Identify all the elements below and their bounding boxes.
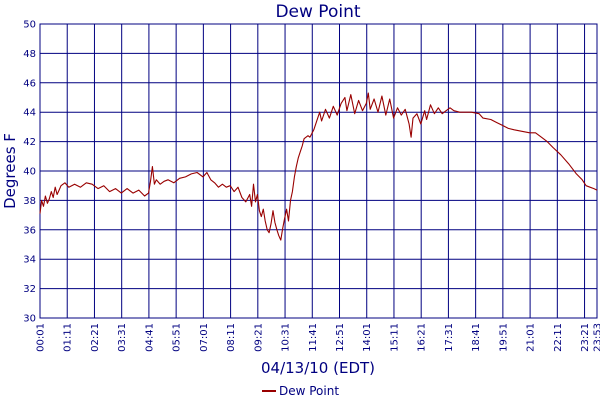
y-tick-label: 40 — [23, 167, 36, 178]
x-tick-label: 19:51 — [498, 323, 509, 352]
x-tick-label: 09:21 — [253, 323, 264, 352]
y-tick-label: 42 — [23, 137, 36, 148]
y-axis-label: Degrees F — [1, 133, 19, 209]
x-tick-label: 01:11 — [63, 323, 74, 352]
x-tick-label: 16:21 — [417, 323, 428, 352]
y-tick-label: 34 — [23, 255, 36, 266]
x-axis-label: 04/13/10 (EDT) — [261, 359, 375, 377]
y-tick-label: 50 — [23, 20, 36, 31]
y-tick-label: 44 — [23, 108, 36, 119]
x-tick-label: 12:51 — [335, 323, 346, 352]
x-tick-label: 22:11 — [553, 323, 564, 352]
legend-label: Dew Point — [279, 384, 339, 398]
x-tick-label: 15:11 — [389, 323, 400, 352]
x-tick-label: 14:01 — [362, 323, 373, 352]
x-tick-label: 23:21 — [580, 323, 591, 352]
series-layer — [39, 92, 598, 241]
x-tick-label: 10:31 — [281, 323, 292, 352]
legend: Dew Point — [262, 384, 339, 398]
x-tick-label: 00:01 — [36, 323, 47, 352]
y-tick-label: 30 — [23, 314, 36, 325]
x-tick-label: 23:53 — [593, 323, 600, 352]
x-tick-label: 05:51 — [172, 323, 183, 352]
y-tick-label: 38 — [23, 196, 36, 207]
x-tick-label: 07:01 — [199, 323, 210, 352]
y-tick-label: 46 — [23, 78, 36, 89]
y-tick-label: 48 — [23, 49, 36, 60]
y-tick-label: 32 — [23, 284, 36, 295]
x-tick-label: 21:01 — [526, 323, 537, 352]
x-tick-label: 18:41 — [471, 323, 482, 352]
x-tick-labels: 00:01 01:11 02:21 03:31 04:41 05:51 07:01 08:11… — [36, 323, 600, 352]
x-tick-label: 03:31 — [117, 323, 128, 352]
x-tick-label: 02:21 — [90, 323, 101, 352]
y-tick-labels: 30 32 34 36 38 40 42 44 46 48 50 — [23, 20, 36, 325]
x-tick-label: 11:41 — [308, 323, 319, 352]
y-tick-label: 36 — [23, 225, 36, 236]
chart-title: Dew Point — [275, 2, 360, 22]
x-tick-label: 08:11 — [226, 323, 237, 352]
x-tick-label: 04:41 — [144, 323, 155, 352]
grid-lines — [39, 23, 598, 319]
series-line-dew-point — [39, 92, 598, 241]
x-tick-label: 17:31 — [444, 323, 455, 352]
